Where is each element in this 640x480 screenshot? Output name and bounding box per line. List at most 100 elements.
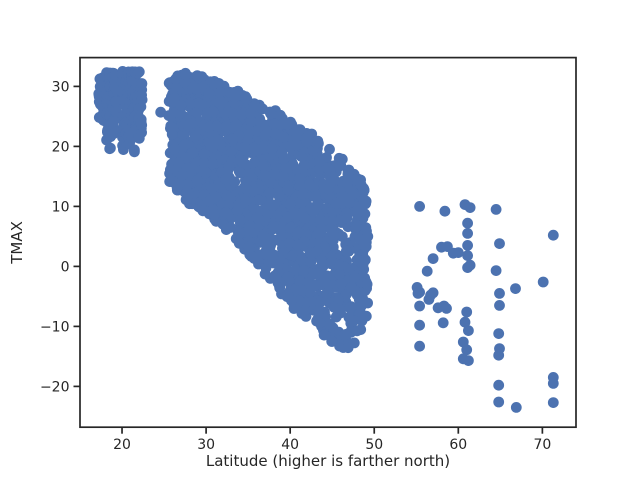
data-point <box>360 222 372 234</box>
data-point <box>198 148 210 160</box>
axis-ticks <box>73 85 544 434</box>
y-axis-label: TMAX <box>8 221 26 265</box>
data-point <box>414 300 425 312</box>
data-point <box>135 117 147 129</box>
data-point <box>308 205 319 217</box>
data-point <box>316 255 327 266</box>
data-point <box>358 184 370 196</box>
data-point <box>452 247 464 258</box>
data-point <box>291 210 303 222</box>
data-point <box>177 169 188 181</box>
data-point <box>353 255 364 267</box>
data-point <box>464 202 476 214</box>
data-point <box>197 205 209 217</box>
data-point <box>357 311 369 323</box>
data-point <box>493 396 505 408</box>
data-point <box>326 256 337 268</box>
data-point <box>301 136 313 148</box>
data-point <box>493 379 505 391</box>
data-point <box>355 324 367 335</box>
data-point <box>341 245 352 257</box>
data-point <box>294 295 306 307</box>
data-point <box>361 278 373 290</box>
data-point <box>292 227 304 239</box>
data-point <box>334 268 345 280</box>
data-point <box>462 240 473 251</box>
data-point <box>336 153 348 165</box>
data-point <box>278 131 289 143</box>
data-point <box>265 108 276 119</box>
data-point <box>325 177 336 189</box>
data-point <box>441 303 452 314</box>
data-point <box>175 108 187 119</box>
data-point <box>191 83 203 95</box>
data-point <box>346 282 357 293</box>
data-point <box>296 254 307 265</box>
data-point <box>220 173 232 185</box>
y-tick-label: −20 <box>40 379 70 395</box>
data-point <box>462 217 473 229</box>
data-point <box>286 295 297 306</box>
data-point <box>290 264 301 276</box>
data-point <box>314 317 326 329</box>
x-tick-label: 60 <box>449 437 467 453</box>
data-point <box>294 124 306 135</box>
data-point <box>437 317 449 329</box>
data-point <box>225 146 237 158</box>
data-point <box>463 325 474 336</box>
data-point <box>278 171 289 183</box>
data-point <box>313 306 324 317</box>
data-point <box>547 397 559 408</box>
data-point <box>351 221 362 233</box>
data-point <box>326 335 338 347</box>
data-point <box>276 147 288 159</box>
data-point <box>245 116 257 127</box>
data-point <box>349 271 361 283</box>
data-point <box>179 139 191 151</box>
data-point <box>245 108 256 119</box>
data-point <box>213 78 225 89</box>
scatter-points <box>93 66 559 413</box>
data-point <box>259 170 271 182</box>
data-point <box>260 249 272 260</box>
data-point <box>494 300 505 311</box>
data-point <box>221 121 232 132</box>
data-point <box>421 265 433 277</box>
data-point <box>192 175 203 186</box>
x-axis-label: Latitude (higher is farther north) <box>206 452 450 470</box>
data-point <box>463 355 474 366</box>
data-point <box>312 135 324 147</box>
data-point <box>276 223 288 235</box>
data-point <box>335 278 347 290</box>
data-point <box>234 214 246 226</box>
data-point <box>269 128 281 140</box>
data-point <box>254 115 265 127</box>
data-point <box>182 120 194 132</box>
data-point <box>240 195 252 207</box>
data-point <box>462 262 473 273</box>
data-point <box>133 66 145 78</box>
data-point <box>330 197 342 209</box>
data-point <box>191 70 203 81</box>
data-point <box>169 93 180 104</box>
data-point <box>313 156 325 168</box>
data-point <box>190 130 201 142</box>
data-point <box>309 191 321 203</box>
data-point <box>108 128 120 140</box>
data-point <box>269 118 280 130</box>
data-point <box>318 329 330 341</box>
data-point <box>282 184 294 196</box>
data-point <box>295 284 307 296</box>
data-point <box>169 143 181 155</box>
data-point <box>270 273 282 285</box>
data-point <box>222 165 234 177</box>
data-point <box>227 133 239 145</box>
data-point <box>328 230 340 241</box>
data-point <box>547 229 559 241</box>
data-point <box>414 340 425 352</box>
data-point <box>182 178 194 190</box>
data-point <box>282 271 294 283</box>
data-point <box>334 259 346 271</box>
data-point <box>490 265 502 276</box>
